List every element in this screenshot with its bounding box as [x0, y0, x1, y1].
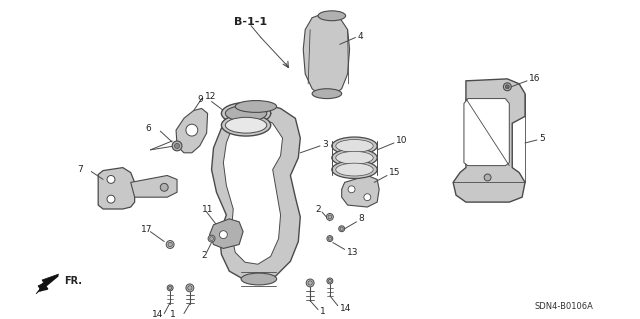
- Circle shape: [210, 237, 214, 241]
- Polygon shape: [303, 13, 349, 97]
- Text: 5: 5: [539, 134, 545, 143]
- Text: 16: 16: [529, 74, 541, 83]
- Circle shape: [484, 174, 491, 181]
- Text: 15: 15: [389, 168, 401, 177]
- Circle shape: [506, 85, 509, 89]
- Text: 14: 14: [152, 310, 164, 319]
- Circle shape: [327, 236, 333, 241]
- Text: 6: 6: [145, 124, 151, 133]
- Circle shape: [348, 186, 355, 193]
- Circle shape: [327, 278, 333, 284]
- Circle shape: [328, 279, 332, 283]
- Polygon shape: [212, 104, 300, 281]
- Polygon shape: [36, 274, 59, 294]
- Circle shape: [326, 213, 333, 220]
- Polygon shape: [223, 116, 282, 264]
- Text: B-1-1: B-1-1: [234, 17, 268, 27]
- Circle shape: [107, 195, 115, 203]
- Ellipse shape: [332, 161, 377, 178]
- Ellipse shape: [336, 151, 373, 164]
- Text: 2: 2: [315, 204, 321, 213]
- Polygon shape: [98, 167, 134, 209]
- Text: 12: 12: [205, 92, 216, 101]
- Polygon shape: [176, 108, 207, 153]
- Text: 2: 2: [202, 251, 207, 260]
- Circle shape: [175, 144, 179, 148]
- Text: 13: 13: [347, 248, 358, 257]
- Circle shape: [172, 141, 182, 151]
- Text: SDN4-B0106A: SDN4-B0106A: [535, 302, 594, 311]
- Ellipse shape: [332, 137, 377, 155]
- Circle shape: [208, 235, 215, 242]
- Circle shape: [160, 183, 168, 191]
- Circle shape: [339, 226, 345, 232]
- Circle shape: [186, 284, 194, 292]
- Polygon shape: [342, 175, 379, 207]
- Text: 7: 7: [77, 165, 83, 174]
- Ellipse shape: [318, 11, 346, 21]
- Polygon shape: [464, 99, 509, 166]
- Circle shape: [168, 242, 172, 247]
- Text: 4: 4: [358, 32, 363, 41]
- Circle shape: [504, 83, 511, 91]
- Ellipse shape: [221, 115, 271, 136]
- Circle shape: [364, 194, 371, 201]
- Text: 1: 1: [170, 310, 176, 319]
- Circle shape: [188, 286, 192, 290]
- Text: 10: 10: [396, 137, 408, 145]
- Ellipse shape: [332, 149, 377, 167]
- Circle shape: [340, 227, 343, 230]
- Circle shape: [167, 285, 173, 291]
- Text: 8: 8: [358, 214, 364, 223]
- Ellipse shape: [225, 106, 267, 121]
- Circle shape: [308, 281, 312, 285]
- Circle shape: [107, 175, 115, 183]
- Text: 14: 14: [340, 304, 351, 313]
- Ellipse shape: [241, 273, 276, 285]
- Text: 11: 11: [202, 204, 213, 213]
- Text: 1: 1: [320, 307, 326, 316]
- Text: 9: 9: [198, 95, 204, 104]
- Ellipse shape: [312, 89, 342, 99]
- Polygon shape: [131, 175, 177, 197]
- Polygon shape: [453, 79, 525, 202]
- Text: 17: 17: [141, 225, 152, 234]
- Circle shape: [186, 124, 198, 136]
- Text: FR.: FR.: [63, 276, 82, 286]
- Circle shape: [306, 279, 314, 287]
- Ellipse shape: [336, 163, 373, 176]
- Circle shape: [166, 241, 174, 249]
- Ellipse shape: [336, 139, 373, 152]
- Circle shape: [220, 231, 227, 239]
- Ellipse shape: [236, 100, 276, 112]
- Circle shape: [168, 286, 172, 290]
- Ellipse shape: [225, 117, 267, 133]
- Text: 3: 3: [322, 140, 328, 149]
- Circle shape: [328, 237, 332, 240]
- Polygon shape: [209, 219, 243, 249]
- Ellipse shape: [221, 102, 271, 124]
- Circle shape: [328, 215, 332, 219]
